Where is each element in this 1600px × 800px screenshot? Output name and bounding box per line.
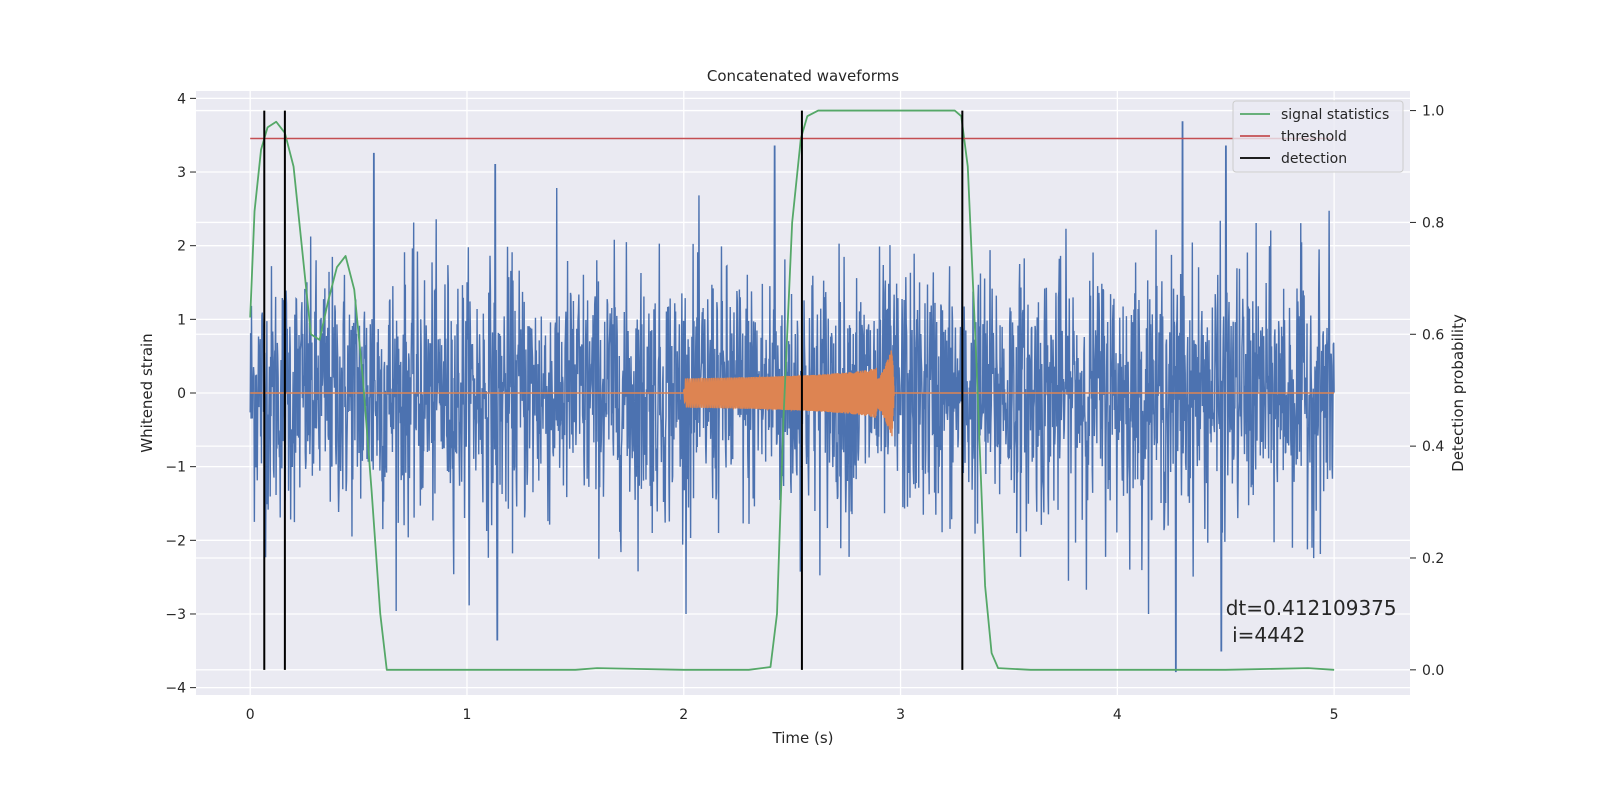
y-tick-label: −1 [165, 460, 186, 476]
annotation: dt=0.412109375 i=4442 [1226, 596, 1397, 647]
y-tick-label: 1 [177, 312, 186, 328]
y-axis-label: Whitened strain [138, 333, 156, 452]
annotation-dt: dt=0.412109375 [1226, 596, 1397, 620]
y2-tick-label: 1.0 [1422, 104, 1444, 120]
y2-tick-label: 0.0 [1422, 663, 1444, 679]
chart-title: Concatenated waveforms [707, 67, 899, 85]
x-tick-label: 4 [1113, 707, 1122, 723]
series-signal-statistics [249, 109, 1335, 671]
y-tick-label: 3 [177, 165, 186, 181]
x-tick-label: 2 [679, 707, 688, 723]
series-waveform [250, 350, 1335, 437]
y2-tick-label: 0.8 [1422, 215, 1444, 231]
x-axis-label: Time (s) [772, 729, 834, 747]
axis-ticks: 0 1 2 3 4 5 4 3 2 1 0 −1 −2 −3 −4 1.0 0.8 0.6 0.4 0.2 0.0 [165, 91, 1444, 723]
x-tick-label: 5 [1330, 707, 1339, 723]
legend-box [1232, 100, 1404, 173]
legend: signal statistics threshold detection [1232, 100, 1404, 173]
y-tick-label: −2 [165, 533, 186, 549]
y2-tick-label: 0.2 [1422, 551, 1444, 567]
signal-statistics-line [249, 109, 1335, 671]
y-tick-label: 4 [177, 91, 186, 107]
x-tick-label: 3 [896, 707, 905, 723]
legend-detection-label: detection [1281, 151, 1347, 167]
series-detection [263, 110, 964, 670]
y-tick-label: 0 [177, 386, 186, 402]
waveform-line [250, 350, 1335, 437]
x-tick-label: 1 [463, 707, 472, 723]
legend-threshold-label: threshold [1281, 129, 1347, 145]
x-tick-label: 0 [246, 707, 255, 723]
annotation-index: i=4442 [1226, 623, 1306, 647]
y2-tick-label: 0.4 [1422, 439, 1444, 455]
legend-signal-statistics-label: signal statistics [1281, 107, 1389, 123]
y2-axis-label: Detection probability [1449, 314, 1467, 472]
y2-tick-label: 0.6 [1422, 327, 1444, 343]
y-tick-label: 2 [177, 239, 186, 255]
y-tick-label: −3 [165, 607, 186, 623]
y-tick-label: −4 [165, 681, 186, 697]
